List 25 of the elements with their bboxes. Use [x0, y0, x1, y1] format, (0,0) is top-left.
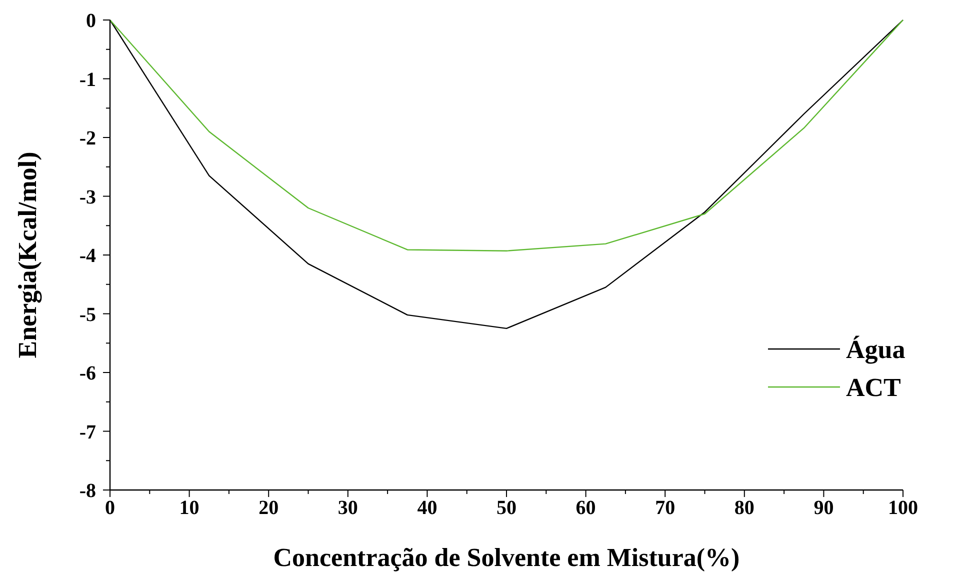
- y-axis-title: Energia(Kcal/mol): [13, 152, 42, 358]
- x-tick-label: 0: [105, 497, 115, 519]
- x-tick-label: 90: [814, 497, 834, 519]
- x-tick-label: 70: [655, 497, 676, 519]
- legend-label: Água: [846, 335, 906, 364]
- x-tick-label: 20: [258, 497, 279, 519]
- y-tick-label: -8: [79, 480, 96, 502]
- x-tick-label: 60: [576, 497, 596, 519]
- y-tick-label: -2: [79, 128, 96, 150]
- line-series: [109, 19, 904, 252]
- y-tick-label: -7: [79, 421, 96, 444]
- y-tick-label: -6: [79, 362, 96, 384]
- y-tick-label: -5: [79, 304, 96, 326]
- y-tick-label: -4: [79, 245, 96, 267]
- y-tick-label: -1: [79, 68, 96, 91]
- y-tick-label: 0: [86, 10, 96, 32]
- x-tick-label: 40: [417, 497, 438, 519]
- x-tick-label: 100: [888, 497, 918, 519]
- x-tick-label: 10: [179, 497, 200, 519]
- y-tick-label: -3: [79, 186, 96, 208]
- legend-label: ACT: [846, 373, 901, 402]
- x-axis-title: Concentração de Solvente em Mistura(%): [273, 543, 740, 572]
- x-tick-label: 80: [734, 497, 754, 519]
- x-tick-label: 50: [496, 497, 516, 519]
- x-tick-label: 30: [338, 497, 358, 519]
